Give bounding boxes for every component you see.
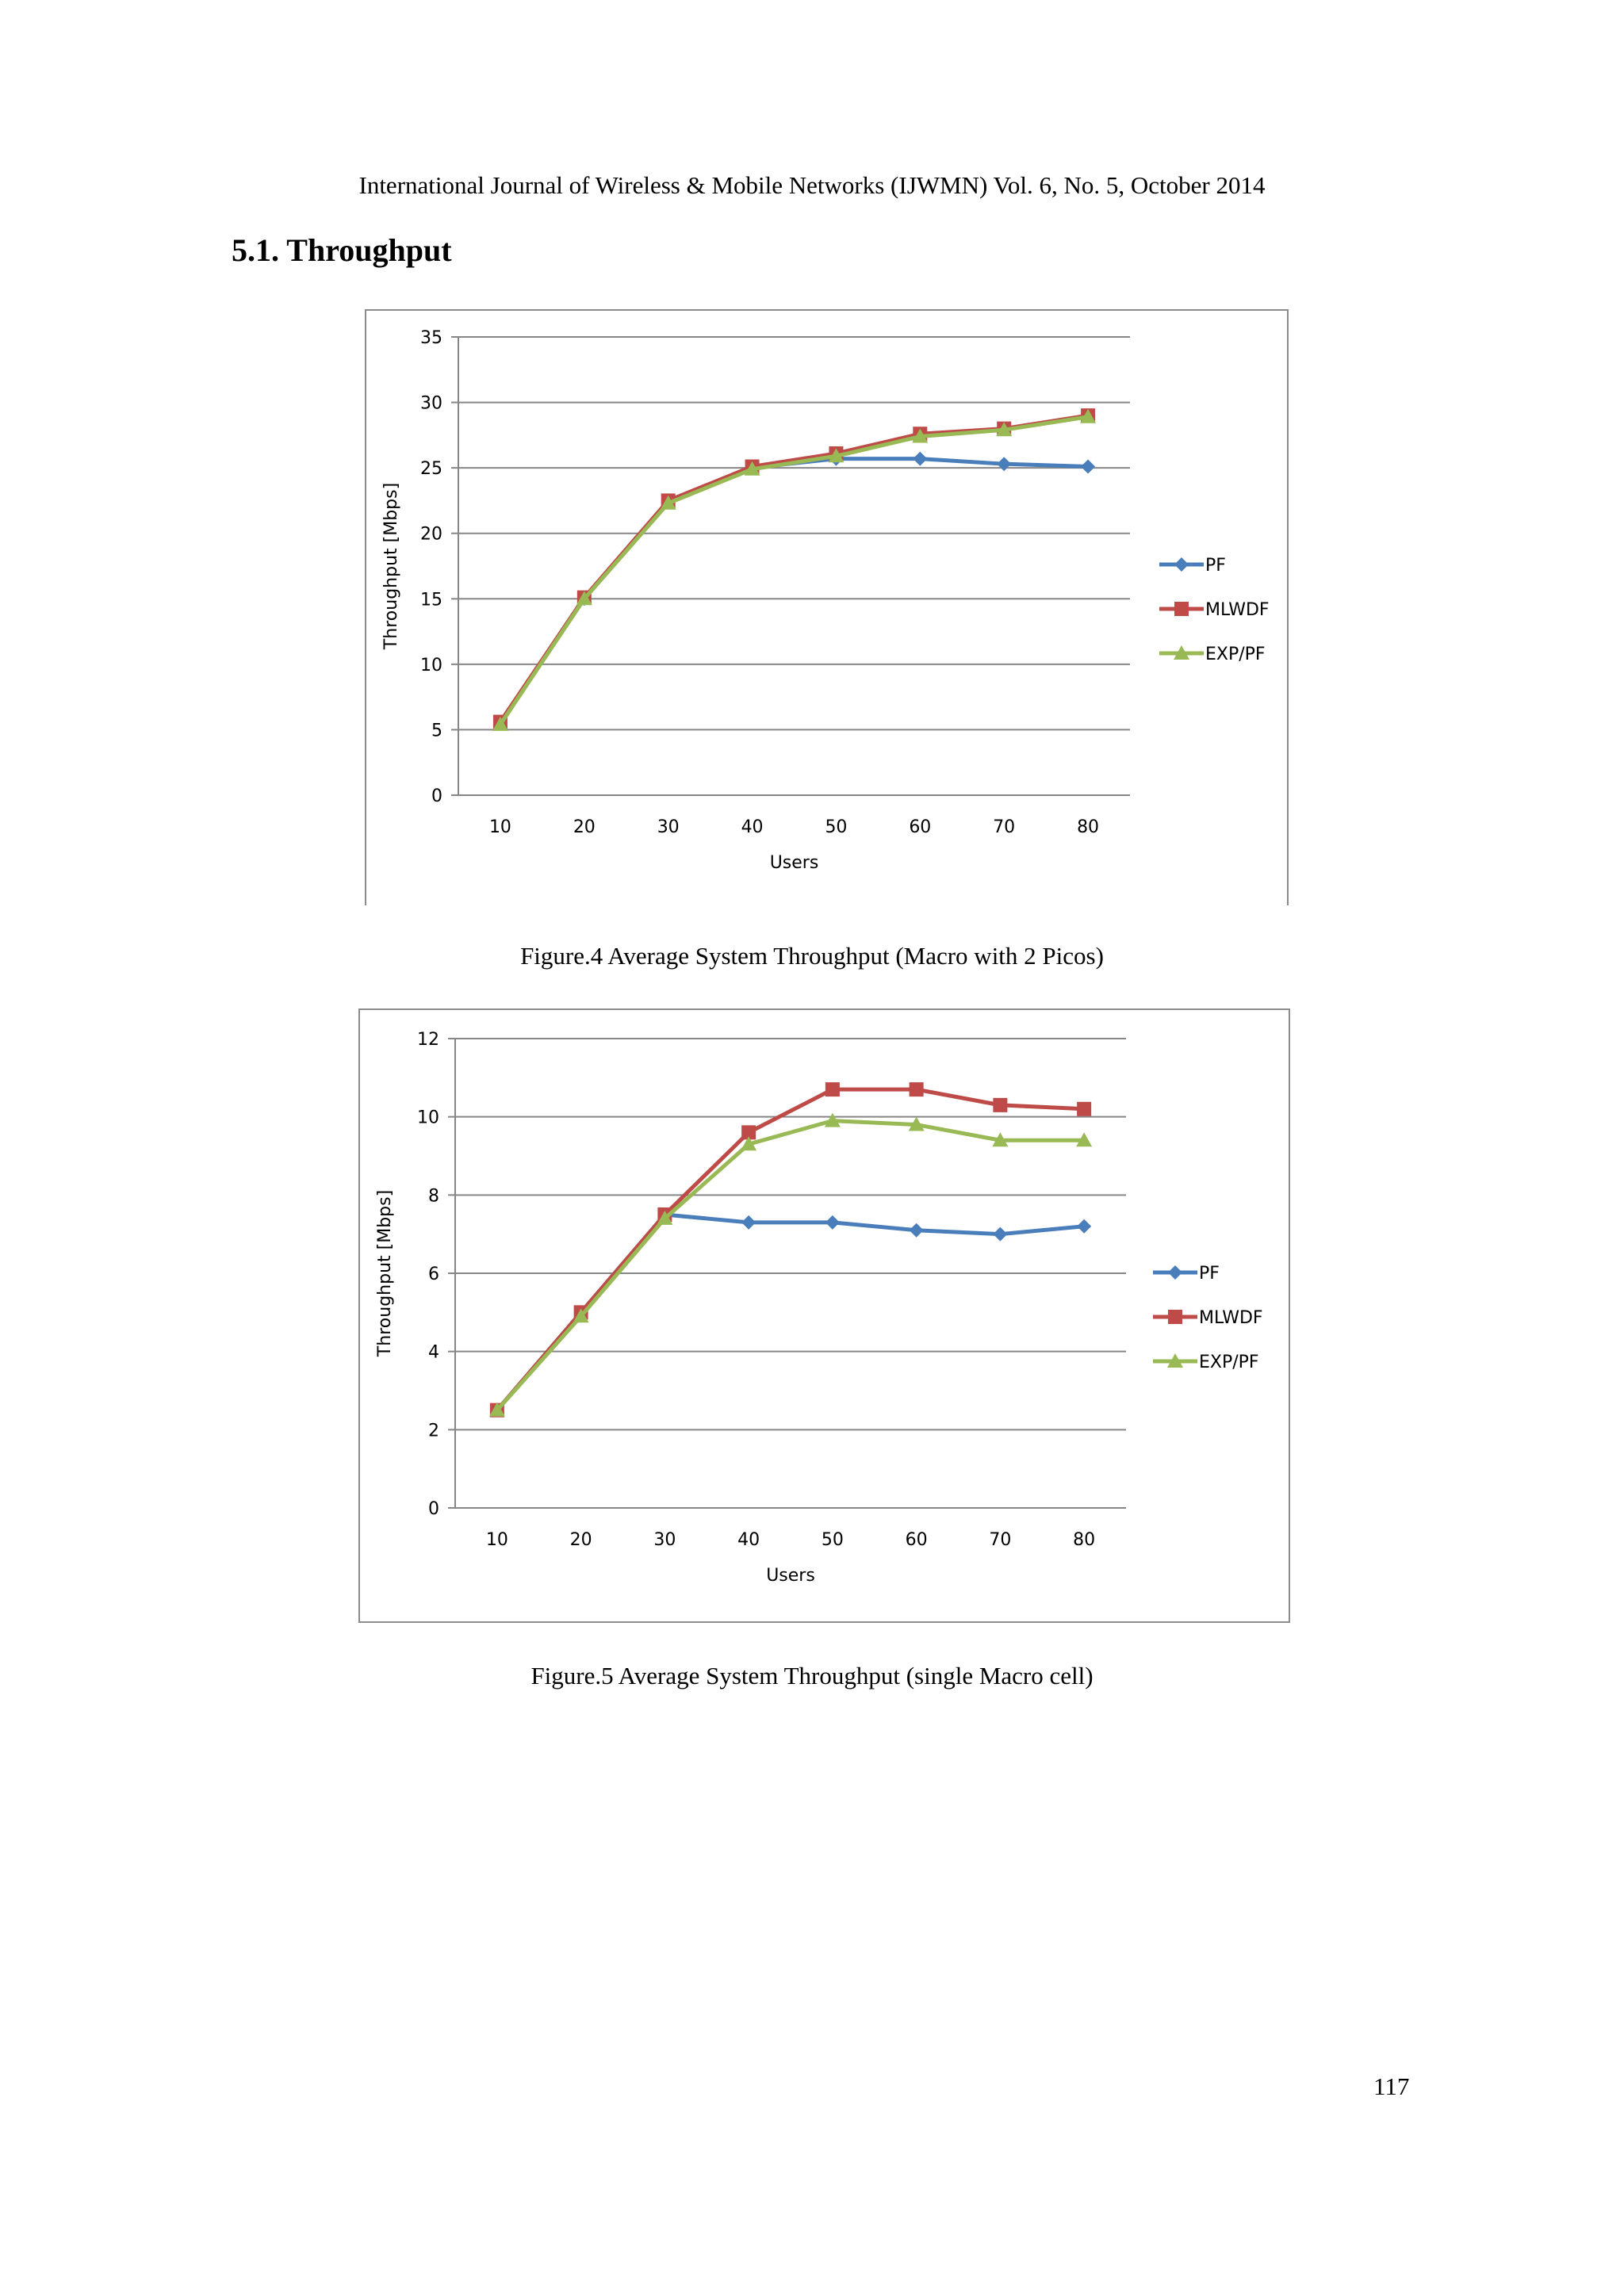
x-tick-label: 10 xyxy=(489,817,511,837)
legend-marker-exp-pf xyxy=(1167,1353,1183,1368)
throughput-chart-single-macro: 0 2 4 6 8 10 12 10 20 30 40 50 60 70 80 Users Throughput… xyxy=(358,1008,1290,1623)
legend-entry-pf: PF xyxy=(1159,556,1226,576)
legend-marker-pf xyxy=(1174,557,1189,572)
y-tick-label: 8 xyxy=(428,1186,439,1206)
data-point-pf xyxy=(1077,1219,1092,1234)
legend-label-mlwdf: MLWDF xyxy=(1199,1308,1263,1328)
y-axis-title: Throughput [Mbps] xyxy=(375,1190,395,1357)
y-tick-label: 0 xyxy=(431,786,442,806)
data-point-exp-pf xyxy=(576,591,592,606)
legend-entry-exp-pf: EXP/PF xyxy=(1153,1353,1259,1372)
chart-frame xyxy=(365,309,1289,905)
y-tick-label: 2 xyxy=(428,1421,439,1441)
legend-label-pf: PF xyxy=(1199,1264,1220,1284)
y-tick-label: 15 xyxy=(420,590,442,610)
legend-entry-mlwdf: MLWDF xyxy=(1159,600,1270,620)
x-tick-label: 30 xyxy=(657,817,680,837)
data-point-exp-pf xyxy=(996,422,1013,437)
x-tick-label: 20 xyxy=(570,1530,592,1550)
legend-entry-pf: PF xyxy=(1153,1264,1220,1284)
legend-marker-mlwdf xyxy=(1168,1310,1182,1324)
y-tick-label: 35 xyxy=(420,328,442,348)
data-point-pf xyxy=(741,1215,756,1230)
y-tick-label: 10 xyxy=(420,656,442,675)
data-point-exp-pf xyxy=(1080,408,1097,423)
x-tick-label: 50 xyxy=(825,817,847,837)
y-tick-label: 4 xyxy=(428,1343,439,1363)
data-point-exp-pf xyxy=(744,461,760,476)
legend-label-pf: PF xyxy=(1205,556,1226,576)
x-axis-title: Users xyxy=(770,853,819,873)
data-point-pf xyxy=(913,451,928,466)
y-tick-label: 25 xyxy=(420,459,442,479)
figure-5-caption: Figure.5 Average System Throughput (sing… xyxy=(530,1662,1094,1689)
data-point-exp-pf xyxy=(992,1132,1009,1147)
figure-4: 0 5 10 15 20 25 30 35 10 20 30 40 50 60 70 80 Users Throu… xyxy=(365,309,1289,905)
figure-5: 0 2 4 6 8 10 12 10 20 30 40 50 60 70 80 Users Throughput… xyxy=(358,1008,1290,1623)
data-point-exp-pf xyxy=(1076,1132,1093,1147)
x-tick-label: 50 xyxy=(822,1530,844,1550)
page-number: 117 xyxy=(1373,2072,1410,2100)
x-axis-title: Users xyxy=(766,1566,815,1586)
data-point-exp-pf xyxy=(660,495,676,510)
legend-entry-exp-pf: EXP/PF xyxy=(1159,645,1266,664)
data-point-pf xyxy=(1081,459,1096,474)
x-tick-label: 70 xyxy=(993,817,1015,837)
data-point-mlwdf xyxy=(825,1082,840,1097)
x-tick-label: 10 xyxy=(486,1530,508,1550)
data-point-exp-pf xyxy=(657,1210,673,1225)
data-point-exp-pf xyxy=(824,1112,841,1127)
x-tick-label: 40 xyxy=(741,817,764,837)
data-point-pf xyxy=(993,1226,1008,1242)
throughput-chart-macro-2-picos: 0 5 10 15 20 25 30 35 10 20 30 40 50 60 70 80 Users Throu… xyxy=(365,309,1289,905)
legend-marker-pf xyxy=(1168,1265,1182,1280)
data-point-exp-pf xyxy=(488,1402,505,1417)
x-tick-label: 30 xyxy=(653,1530,676,1550)
data-point-mlwdf xyxy=(741,1125,756,1140)
data-point-pf xyxy=(909,1223,924,1238)
y-axis-title: Throughput [Mbps] xyxy=(381,483,401,650)
series-line-exp-pf xyxy=(498,415,1089,726)
x-tick-label: 60 xyxy=(906,1530,928,1550)
x-tick-label: 70 xyxy=(989,1530,1011,1550)
data-point-mlwdf xyxy=(909,1082,924,1097)
series-line-exp-pf xyxy=(496,1119,1085,1412)
data-point-pf xyxy=(997,457,1012,472)
y-tick-label: 30 xyxy=(420,394,442,414)
y-tick-label: 0 xyxy=(428,1499,439,1519)
legend-label-mlwdf: MLWDF xyxy=(1205,600,1270,620)
data-point-exp-pf xyxy=(492,716,508,731)
data-point-exp-pf xyxy=(912,428,929,443)
legend-label-exp-pf: EXP/PF xyxy=(1205,645,1266,664)
chart-frame xyxy=(358,1008,1290,1623)
legend-marker-mlwdf xyxy=(1174,602,1189,616)
running-header: International Journal of Wireless & Mobi… xyxy=(358,171,1266,199)
section-heading: 5.1. Throughput xyxy=(232,232,452,268)
y-tick-label: 20 xyxy=(420,525,442,545)
y-tick-label: 5 xyxy=(431,721,442,740)
data-point-exp-pf xyxy=(828,448,845,463)
y-tick-label: 12 xyxy=(417,1030,439,1050)
data-point-exp-pf xyxy=(573,1308,589,1323)
y-tick-label: 10 xyxy=(417,1108,439,1128)
series-line-mlwdf xyxy=(495,1087,1085,1412)
x-tick-label: 20 xyxy=(573,817,596,837)
figure-4-caption: Figure.4 Average System Throughput (Macr… xyxy=(520,942,1104,970)
data-point-mlwdf xyxy=(993,1097,1008,1112)
legend-label-exp-pf: EXP/PF xyxy=(1199,1353,1259,1372)
data-point-pf xyxy=(825,1215,840,1230)
data-point-mlwdf xyxy=(1077,1101,1092,1116)
x-tick-label: 60 xyxy=(909,817,931,837)
x-tick-label: 80 xyxy=(1077,817,1099,837)
data-point-exp-pf xyxy=(741,1136,757,1151)
series-mlwdf xyxy=(492,408,1096,729)
y-tick-label: 6 xyxy=(428,1265,439,1284)
data-point-exp-pf xyxy=(908,1116,925,1131)
series-exp-pf xyxy=(492,408,1097,731)
x-tick-label: 40 xyxy=(737,1530,760,1550)
x-tick-label: 80 xyxy=(1073,1530,1095,1550)
series-exp-pf xyxy=(488,1112,1093,1417)
legend-marker-exp-pf xyxy=(1174,645,1189,660)
legend-entry-mlwdf: MLWDF xyxy=(1153,1308,1263,1328)
